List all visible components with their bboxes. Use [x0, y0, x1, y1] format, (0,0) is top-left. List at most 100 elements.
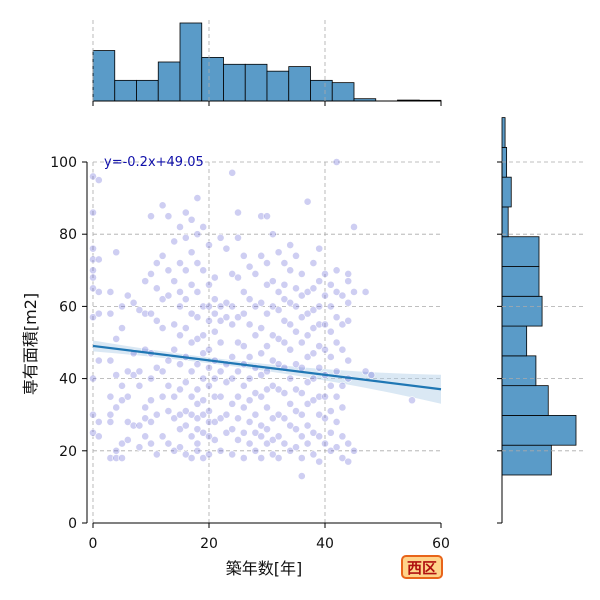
scatter-point — [321, 439, 329, 448]
scatter-point — [199, 374, 208, 383]
scatter-point — [129, 371, 138, 379]
scatter-point — [147, 374, 155, 383]
scatter-point — [344, 457, 353, 466]
scatter-point — [123, 418, 132, 426]
scatter-point — [251, 331, 260, 340]
scatter-point — [187, 367, 196, 376]
scatter-point — [234, 392, 242, 401]
scatter-point — [141, 403, 150, 412]
scatter-point — [118, 396, 126, 405]
scatter-point — [286, 421, 295, 430]
scatter-point — [176, 259, 184, 267]
scatter-point — [181, 378, 190, 387]
right-hist-bar — [501, 444, 552, 476]
scatter-point — [193, 360, 202, 369]
scatter-point — [251, 389, 260, 397]
scatter-point — [321, 345, 329, 354]
scatter-point — [228, 168, 237, 177]
scatter-point — [118, 454, 126, 462]
scatter-point — [164, 381, 173, 390]
scatter-point — [292, 443, 300, 452]
scatter-point — [274, 385, 283, 394]
scatter-point — [303, 421, 312, 430]
scatter-point — [321, 270, 329, 278]
scatter-point — [245, 295, 254, 304]
scatter-point — [170, 237, 179, 246]
scatter-point — [118, 381, 126, 390]
scatter-point — [292, 425, 300, 434]
y-tick-label: 80 — [59, 227, 77, 243]
scatter-point — [292, 251, 300, 260]
scatter-point — [315, 244, 324, 253]
scatter-point — [158, 251, 167, 260]
scatter-point — [280, 338, 289, 347]
scatter-point — [210, 327, 219, 336]
scatter-point — [263, 403, 271, 412]
scatter-point — [94, 356, 103, 365]
scatter-point — [181, 208, 190, 217]
regression-equation: y=-0.2x+49.05 — [104, 155, 204, 170]
scatter-point — [228, 302, 237, 311]
scatter-point — [303, 439, 312, 448]
scatter-point — [245, 320, 254, 329]
scatter-point — [350, 223, 358, 231]
scatter-point — [332, 266, 341, 275]
scatter-point — [239, 454, 248, 462]
scatter-point — [286, 374, 295, 383]
scatter-point — [228, 320, 237, 329]
y-tick-label: 0 — [68, 516, 77, 532]
scatter-point — [94, 309, 103, 318]
scatter-point — [170, 414, 179, 423]
scatter-point — [280, 259, 289, 267]
scatter-point — [263, 439, 271, 448]
scatter-point — [280, 295, 289, 304]
scatter-point — [332, 443, 341, 452]
right-hist-bar — [501, 236, 540, 267]
scatter-point — [158, 295, 167, 304]
scatter-point — [187, 309, 196, 318]
scatter-point — [181, 421, 190, 430]
scatter-point — [164, 212, 173, 221]
scatter-point — [326, 327, 335, 336]
x-tick-label: 0 — [89, 536, 98, 552]
scatter-point — [187, 338, 196, 347]
scatter-point — [193, 313, 202, 322]
scatter-point — [181, 266, 190, 275]
scatter-point — [152, 450, 161, 459]
scatter-point — [176, 360, 184, 369]
scatter-point — [222, 244, 231, 253]
scatter-point — [274, 454, 283, 462]
scatter-point — [170, 345, 179, 354]
scatter-point — [164, 356, 173, 365]
x-tick-label: 40 — [316, 536, 334, 552]
scatter-point — [158, 432, 167, 441]
scatter-point — [286, 298, 295, 307]
y-tick-label: 40 — [59, 372, 77, 388]
scatter-point — [251, 446, 260, 455]
x-axis-label: 築年数[年] — [226, 559, 303, 578]
scatter-point — [228, 450, 237, 459]
scatter-point — [315, 410, 324, 419]
scatter-point — [176, 288, 184, 296]
scatter-point — [263, 309, 271, 318]
scatter-point — [94, 176, 103, 184]
top-hist-bar — [331, 82, 355, 102]
scatter-point — [292, 385, 300, 394]
scatter-point — [257, 298, 266, 307]
top-hist-bar — [244, 63, 268, 102]
top-hist-bar — [201, 57, 224, 102]
scatter-point — [303, 309, 312, 318]
scatter-point — [257, 432, 266, 441]
scatter-point — [106, 392, 115, 401]
scatter-point — [268, 277, 277, 286]
scatter-point — [268, 356, 277, 365]
scatter-point — [129, 421, 138, 430]
scatter-point — [361, 367, 370, 376]
scatter-point — [222, 410, 231, 419]
scatter-point — [89, 208, 97, 217]
scatter-point — [181, 295, 190, 304]
scatter-point — [292, 327, 300, 336]
scatter-point — [193, 446, 202, 455]
scatter-point — [332, 158, 341, 166]
